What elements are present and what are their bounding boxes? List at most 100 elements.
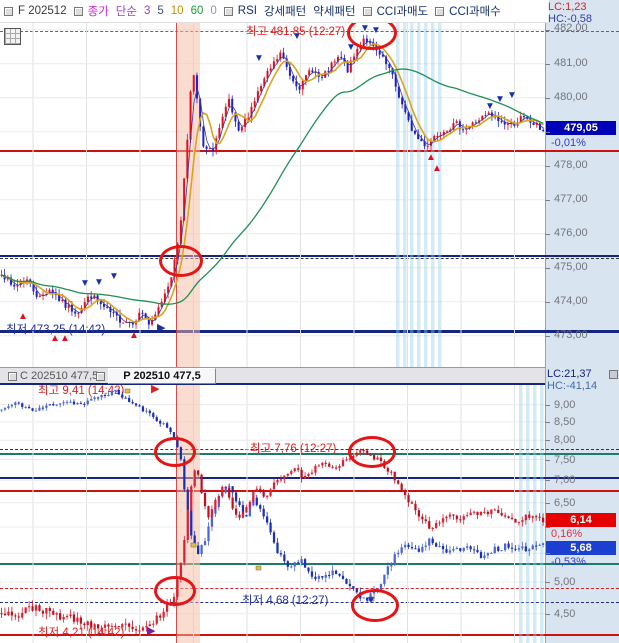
axis-label: 482,00 xyxy=(554,22,588,34)
signal-arrow: ▼ xyxy=(80,278,90,289)
annotation-label: 최고 7,76 (12:27) xyxy=(250,443,337,455)
axis-tick xyxy=(545,30,550,31)
signal-arrow: ▲ xyxy=(60,333,70,344)
toolbar-item-단순[interactable]: 단순 xyxy=(115,6,137,18)
axis-tick xyxy=(545,98,550,99)
toolbar-checkbox[interactable] xyxy=(73,6,83,16)
price-level-line xyxy=(0,150,619,152)
signal-arrow: ▲ xyxy=(432,163,442,174)
toolbar-checkbox[interactable] xyxy=(4,6,13,16)
toolbar-item-종가[interactable]: 종가 xyxy=(87,6,109,18)
day-highlight-band xyxy=(176,22,200,367)
checkbox-call-series[interactable] xyxy=(8,372,17,381)
last-price-badge-futures: 479,05 xyxy=(546,121,616,135)
toolbar: F 202512 종가 단순 3 5 10 60 0 RSI 강세패턴 약세패턴 CCI과매도 CCI과… xyxy=(0,0,549,23)
signal-arrow: ▼ xyxy=(94,277,104,288)
price-level-line xyxy=(0,563,619,565)
axis-tick xyxy=(545,503,550,504)
signal-arrow: ▼ xyxy=(346,42,356,53)
signal-arrow: ▲ xyxy=(18,311,28,322)
price-level-line xyxy=(0,602,619,603)
toolbar-item-10[interactable]: 10 xyxy=(170,5,184,17)
axis-tick xyxy=(545,336,550,337)
pattern-marker xyxy=(190,542,197,548)
options-header: C 202510 477,5 P 202510 477,5 xyxy=(0,367,545,385)
price-level-line xyxy=(0,588,619,589)
pattern-marker xyxy=(255,565,262,571)
axis-tick xyxy=(545,200,550,201)
price-level-line xyxy=(0,449,619,450)
signal-arrow: ▼ xyxy=(485,101,495,112)
axis-tick xyxy=(545,527,550,528)
checkbox-put-series[interactable] xyxy=(96,372,105,381)
axis-tick xyxy=(545,166,550,167)
last-price-badge-option: 6,14 xyxy=(546,513,616,527)
lc-value-futures: LC:1,23 xyxy=(548,1,587,13)
toolbar-checkbox[interactable] xyxy=(223,6,233,16)
axis-tick xyxy=(545,614,550,615)
axis-label: 473,00 xyxy=(554,329,588,341)
price-level-line xyxy=(0,477,619,479)
tab-call-option[interactable]: C 202510 477,5 xyxy=(20,370,99,382)
toolbar-checkbox[interactable] xyxy=(362,6,372,16)
change-pct-futures: -0,01% xyxy=(551,137,586,149)
toolbar-item-RSI[interactable]: RSI xyxy=(237,5,257,17)
annotation-label: 최저 4,21 (14:42) xyxy=(38,627,125,639)
toolbar-item-3[interactable]: 3 xyxy=(143,5,151,17)
axis-label: 6,50 xyxy=(554,497,576,509)
axis-tick xyxy=(545,132,550,133)
signal-arrow: ▼ xyxy=(495,94,505,105)
table-icon[interactable] xyxy=(4,28,21,45)
axis-tick xyxy=(545,302,550,303)
toolbar-item-0[interactable]: 0 xyxy=(210,5,217,17)
moving-average-line xyxy=(1,40,544,324)
toolbar-item-강세패턴[interactable]: 강세패턴 xyxy=(263,6,307,18)
axis-label: 9,00 xyxy=(554,399,576,411)
axis-label: 480,00 xyxy=(554,91,588,103)
tab-put-option[interactable]: P 202510 477,5 xyxy=(108,368,216,384)
price-level-line xyxy=(0,490,619,492)
last-price-badge-option: 5,68 xyxy=(546,541,616,555)
toolbar-item-CCI과매도[interactable]: CCI과매도 xyxy=(376,6,429,18)
price-level-line xyxy=(0,258,619,259)
hc-value-futures: HC:-0,58 xyxy=(548,13,593,25)
axis-tick xyxy=(545,268,550,269)
price-level-line xyxy=(0,31,619,32)
futures-chart[interactable] xyxy=(0,22,545,367)
change-pct-option: 0,16% xyxy=(551,528,583,540)
axis-settings-icon[interactable] xyxy=(609,370,618,379)
axis-label: 4,50 xyxy=(554,608,576,620)
toolbar-item-5[interactable]: 5 xyxy=(157,5,164,17)
price-level-line xyxy=(0,453,619,455)
annotation-label: 최저 4,68 (12:27) xyxy=(242,595,329,607)
axis-label: 7,50 xyxy=(554,454,576,466)
price-level-line xyxy=(0,330,619,333)
axis-label: 8,00 xyxy=(554,434,576,446)
signal-arrow: ▲ xyxy=(50,333,60,344)
axis-tick xyxy=(545,480,550,481)
axis-label: 8,50 xyxy=(554,416,576,428)
signal-arrow: ▼ xyxy=(109,271,119,282)
axis-label: 478,00 xyxy=(554,159,588,171)
toolbar-item-F 202512[interactable]: F 202512 xyxy=(18,5,67,17)
toolbar-item-CCI과매수[interactable]: CCI과매수 xyxy=(449,6,501,18)
hc-value-options: HC:-41,14 xyxy=(547,380,598,392)
moving-average-line xyxy=(1,68,544,305)
signal-circle xyxy=(159,245,203,277)
axis-label: 5,00 xyxy=(554,576,576,588)
axis-tick xyxy=(545,64,550,65)
axis-tick xyxy=(545,234,550,235)
axis-tick xyxy=(545,553,550,554)
signal-circle xyxy=(351,589,399,622)
axis-tick xyxy=(545,405,550,406)
axis-label: 474,00 xyxy=(554,295,588,307)
signal-arrow: ▼ xyxy=(254,53,264,64)
toolbar-checkbox[interactable] xyxy=(435,6,445,16)
toolbar-item-약세패턴[interactable]: 약세패턴 xyxy=(313,6,356,18)
signal-arrow: ▼ xyxy=(507,90,517,101)
toolbar-item-60[interactable]: 60 xyxy=(190,5,204,17)
axis-label: 481,00 xyxy=(554,57,588,69)
candles-C-202510-477,5 xyxy=(0,448,545,636)
axis-tick xyxy=(545,582,550,583)
